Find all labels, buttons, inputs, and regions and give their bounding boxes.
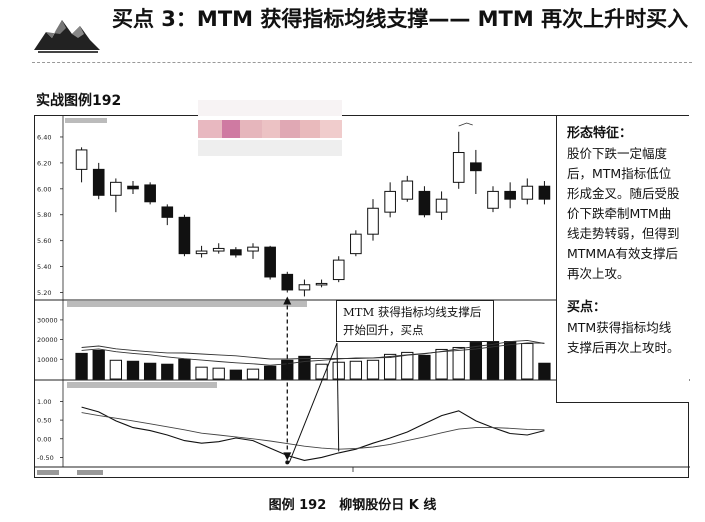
- candle-body: [504, 190, 516, 200]
- buy-text: MTM获得指标均线支撑后再次上攻时。: [567, 320, 680, 355]
- candle-body: [212, 247, 225, 252]
- price-tick-label: 6.20: [37, 159, 51, 167]
- down-arrow-icon: [283, 452, 292, 461]
- volume-bar: [161, 363, 174, 380]
- candle-body: [418, 190, 431, 216]
- candle-body: [367, 207, 379, 235]
- candle-body: [401, 180, 414, 200]
- pixelated-region: [198, 98, 343, 160]
- candle-body: [435, 198, 448, 213]
- candle-body: [487, 190, 499, 209]
- candle-body: [264, 246, 276, 278]
- candle-body: [230, 249, 242, 256]
- mtmma-line: [81, 412, 545, 450]
- section-title: 实战图例192: [36, 93, 122, 109]
- mtm-tick-label: 0.00: [37, 435, 51, 443]
- form-heading: 形态特征：: [567, 126, 633, 141]
- volume-tick-label: 20000: [37, 336, 58, 344]
- volume-bar: [538, 362, 551, 380]
- candle-body: [161, 206, 174, 218]
- header-divider: [32, 62, 692, 63]
- mtm-line: [81, 406, 545, 461]
- candle-body: [110, 181, 122, 196]
- price-tick-label: 5.60: [37, 237, 51, 245]
- page-header: 买点 3：MTM 获得指标均线支撑—— MTM 再次上升时买入: [0, 0, 705, 63]
- buy-point-marker: [285, 460, 290, 465]
- volume-bar: [178, 358, 191, 380]
- volume-bar: [332, 361, 345, 380]
- volume-tick-label: 10000: [37, 356, 58, 364]
- volume-bar: [298, 355, 311, 380]
- candle-body: [144, 184, 156, 203]
- candle-body: [384, 190, 396, 213]
- mtm-readout-strip: [67, 382, 217, 388]
- candle-body: [178, 216, 191, 255]
- volume-bar: [503, 341, 517, 380]
- volume-bar: [401, 351, 414, 380]
- volume-bar: [126, 360, 140, 380]
- volume-bar: [92, 349, 105, 380]
- buy-point-callout: MTM 获得指标均线支撑后开始回升，买点: [336, 300, 494, 342]
- price-tick-label: 6.40: [37, 133, 51, 141]
- mtm-tick-label: -0.50: [37, 454, 54, 462]
- volume-bar: [418, 354, 431, 380]
- mtm-tick-label: 1.00: [37, 398, 51, 406]
- candle-body: [281, 273, 294, 291]
- price-tick-label: 5.40: [37, 263, 51, 271]
- candle-body: [538, 185, 551, 200]
- candle-body: [452, 152, 465, 183]
- volume-bar: [263, 365, 277, 380]
- price-tick-label: 5.80: [37, 211, 51, 219]
- figure-caption: 图例 192 柳钢股份日 K 线: [268, 498, 437, 513]
- candle-body: [470, 162, 482, 172]
- candle-body: [75, 149, 88, 170]
- candle-body: [332, 259, 345, 281]
- explanation-box: 形态特征： 股价下跌一定幅度后，MTM指标低位形成金叉。随后受股价下跌牵制MTM…: [556, 116, 689, 403]
- callout-pointer: [288, 342, 338, 463]
- form-text: 股价下跌一定幅度后，MTM指标低位形成金叉。随后受股价下跌牵制MTM曲线走势转弱…: [567, 146, 680, 281]
- volume-bar: [383, 353, 397, 380]
- mountain-logo-icon: [34, 20, 100, 53]
- price-tick-label: 6.00: [37, 185, 51, 193]
- volume-ma-line: [81, 339, 545, 366]
- volume-bar: [212, 367, 225, 380]
- candle-body: [521, 185, 534, 200]
- candle-body: [298, 284, 311, 291]
- high-price-marker: [458, 122, 473, 127]
- price-tick-label: 5.20: [37, 289, 51, 297]
- date-strip: [77, 470, 103, 475]
- volume-bar: [246, 368, 260, 380]
- volume-bar: [109, 359, 123, 380]
- volume-bar: [469, 342, 483, 380]
- volume-bar: [366, 359, 380, 380]
- up-arrow-icon: [283, 296, 292, 305]
- mtm-tick-label: 0.50: [37, 417, 51, 425]
- candle-body: [315, 282, 328, 286]
- candle-body: [195, 250, 208, 255]
- volume-bar: [195, 366, 208, 380]
- volume-bar: [229, 369, 243, 380]
- callout-pointer: [336, 342, 340, 452]
- candle-body: [127, 185, 139, 190]
- volume-bar: [435, 348, 448, 380]
- volume-bar: [75, 352, 88, 380]
- volume-bar: [143, 362, 157, 380]
- candle-body: [92, 168, 105, 196]
- volume-ma-line: [81, 342, 545, 360]
- date-strip: [37, 470, 59, 475]
- volume-bar: [349, 360, 363, 380]
- price-readout-strip: [65, 118, 107, 123]
- volume-bar: [452, 346, 465, 380]
- page-title: 买点 3：MTM 获得指标均线支撑—— MTM 再次上升时买入: [112, 7, 689, 31]
- volume-readout-strip: [67, 301, 307, 307]
- volume-bar: [521, 343, 534, 380]
- candle-body: [350, 233, 362, 255]
- volume-bar: [315, 363, 328, 380]
- candle-body: [247, 246, 259, 252]
- buy-heading: 买点：: [567, 300, 607, 315]
- volume-tick-label: 30000: [37, 316, 58, 324]
